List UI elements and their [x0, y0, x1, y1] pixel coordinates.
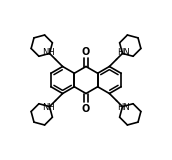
Text: NH: NH — [42, 103, 55, 112]
Text: NH: NH — [42, 48, 55, 57]
Text: HN: HN — [117, 103, 130, 112]
Text: HN: HN — [117, 48, 130, 57]
Text: O: O — [82, 47, 90, 56]
Text: O: O — [82, 104, 90, 113]
